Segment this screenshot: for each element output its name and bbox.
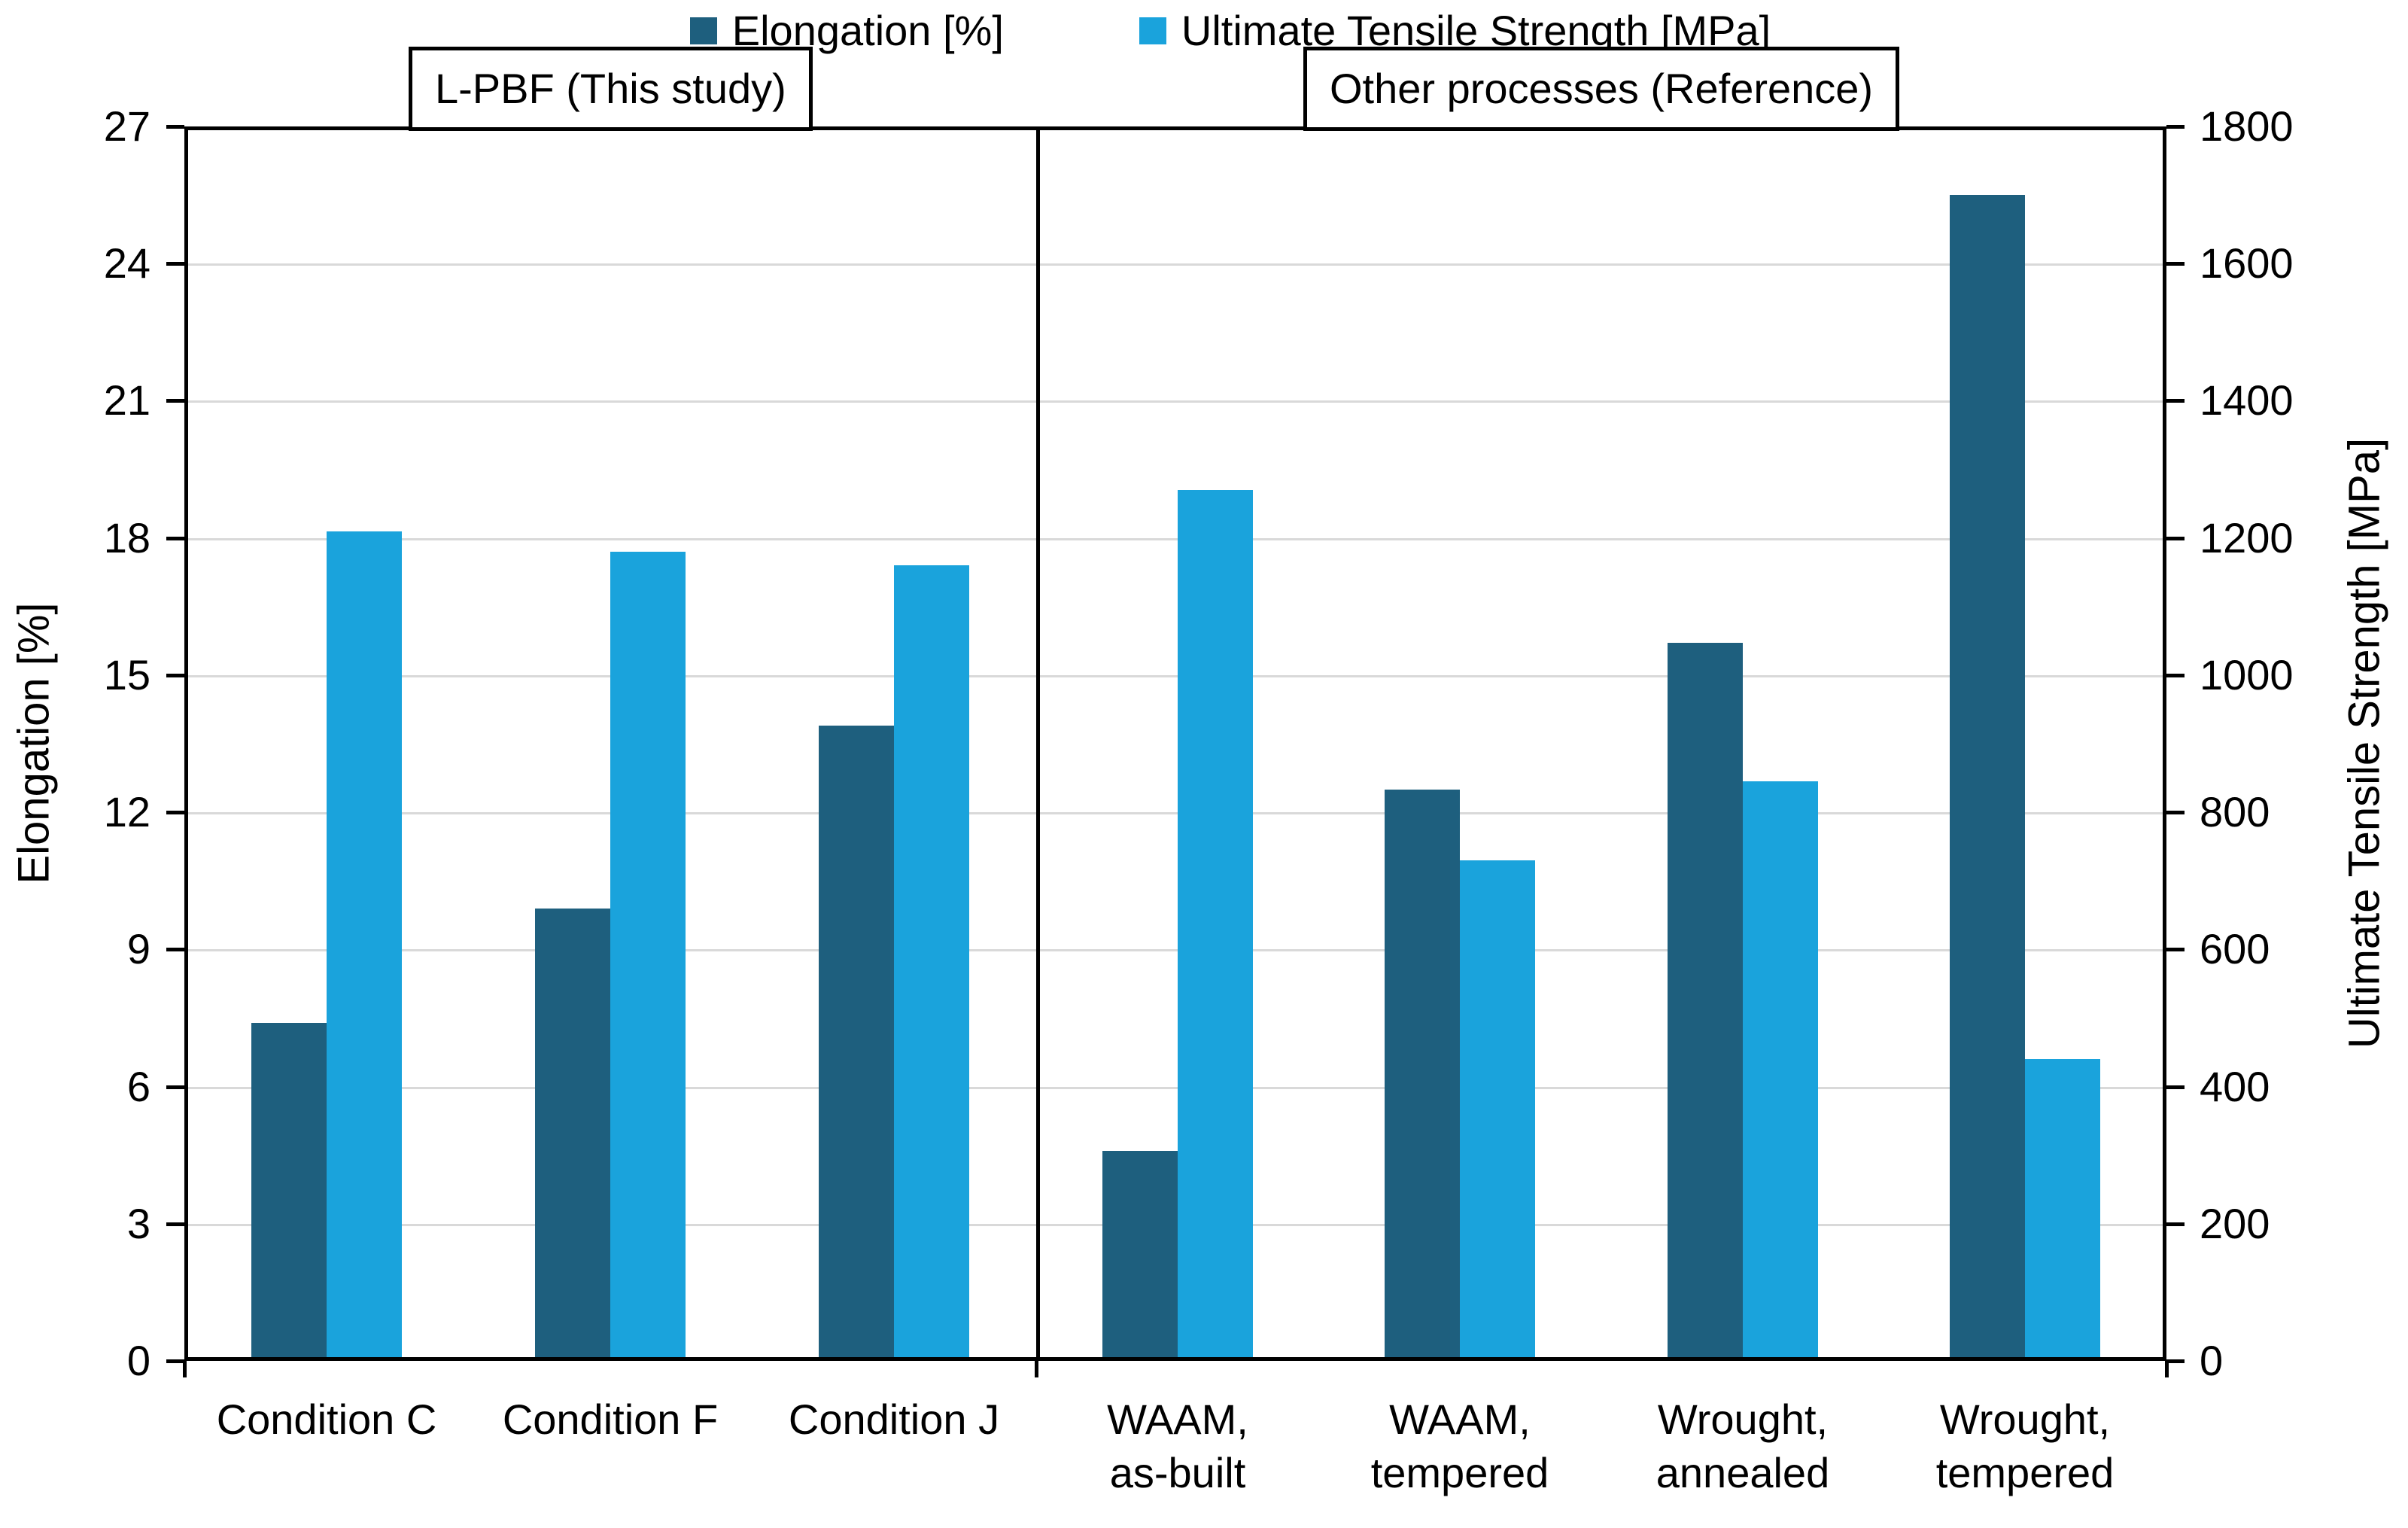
left-axis-tick-label: 15 [103,651,150,699]
left-axis-tick [166,948,184,951]
right-axis-tick-label: 1400 [2200,376,2294,424]
bar-uts-3 [894,565,969,1357]
bar-elongation-2 [535,909,610,1357]
gridline [188,1087,2163,1089]
category-label: Wrought, tempered [1935,1396,2115,1497]
bar-elongation-1 [251,1023,327,1357]
right-axis-tick [2166,811,2185,814]
category-label: Condition F [502,1396,719,1443]
bar-elongation-3 [819,726,894,1357]
category-label: WAAM, tempered [1370,1396,1549,1497]
right-axis-tick-label: 1600 [2200,239,2294,287]
right-axis-tick-label: 400 [2200,1063,2270,1110]
right-axis-tick [2166,1359,2185,1363]
right-axis-tick [2166,1085,2185,1089]
bar-uts-2 [610,552,686,1357]
right-axis-tick [2166,125,2185,129]
category-label: Wrought, annealed [1655,1396,1830,1497]
bottom-axis-tick [2165,1361,2169,1377]
gridline [188,538,2163,540]
left-axis-tick-label: 21 [103,376,150,424]
legend-item-elongation: Elongation [%] [689,7,1004,54]
left-axis-tick-label: 18 [103,514,150,562]
left-axis-tick-label: 0 [126,1337,150,1384]
left-axis-tick-label: 12 [103,788,150,836]
legend: Elongation [%] Ultimate Tensile Strength… [53,5,2408,57]
bar-uts-7 [2025,1059,2100,1357]
right-axis-tick [2166,399,2185,403]
legend-label-elongation: Elongation [%] [731,7,1004,54]
bottom-axis-tick [1035,1361,1038,1377]
right-axis-title: Ultimate Tensile Strength [MPa] [2340,437,2389,1049]
category-label: Condition J [788,1396,1000,1443]
panel-label-reference: Other processes (Reference) [1303,47,1900,131]
legend-swatch-elongation-icon [689,17,717,44]
left-axis-tick-label: 24 [103,239,150,287]
left-axis-tick [166,811,184,814]
category-label: WAAM, as-built [1107,1396,1248,1497]
bar-uts-6 [1743,781,1818,1357]
bar-elongation-5 [1385,790,1460,1357]
panel-divider-line [1036,126,1040,1361]
right-axis-tick [2166,262,2185,266]
left-axis-tick [166,1222,184,1226]
gridline [188,675,2163,677]
bar-uts-1 [327,531,402,1357]
right-axis-tick-label: 1200 [2200,514,2294,562]
right-axis-tick [2166,537,2185,540]
bottom-axis-tick [183,1361,187,1377]
right-axis-tick [2166,1222,2185,1226]
legend-item-uts: Ultimate Tensile Strength [MPa] [1139,10,1771,52]
left-axis-tick [166,399,184,403]
left-axis-tick [166,1085,184,1089]
right-axis-tick-label: 600 [2200,925,2270,973]
right-axis-tick-label: 200 [2200,1200,2270,1247]
left-axis-tick [166,1359,184,1363]
right-axis-tick-label: 1800 [2200,102,2294,150]
right-axis-tick-label: 1000 [2200,651,2294,699]
bar-uts-5 [1460,860,1535,1357]
panel-label-lpbf: L-PBF (This study) [409,47,813,131]
gridline [188,949,2163,951]
left-axis-tick [166,125,184,129]
gridline [188,263,2163,266]
left-axis-tick [166,674,184,677]
category-label: Condition C [216,1396,437,1443]
left-axis-tick-label: 9 [126,925,150,973]
left-axis-tick-label: 6 [126,1063,150,1110]
left-axis-tick-label: 3 [126,1200,150,1247]
left-axis-tick-label: 27 [103,102,150,150]
left-axis-title: Elongation [%] [9,602,59,884]
gridline [188,400,2163,403]
bar-elongation-4 [1102,1151,1178,1357]
bar-elongation-6 [1668,643,1743,1357]
left-axis-tick [166,262,184,266]
bar-elongation-7 [1950,195,2025,1357]
left-axis-tick [166,537,184,540]
gridline [188,812,2163,814]
right-axis-tick [2166,948,2185,951]
right-axis-tick-label: 800 [2200,788,2270,836]
legend-swatch-uts-icon [1139,17,1166,44]
right-axis-tick-label: 0 [2200,1337,2224,1384]
legend-label-uts: Ultimate Tensile Strength [MPa] [1181,7,1771,54]
right-axis-tick [2166,674,2185,677]
bar-uts-4 [1178,490,1253,1357]
